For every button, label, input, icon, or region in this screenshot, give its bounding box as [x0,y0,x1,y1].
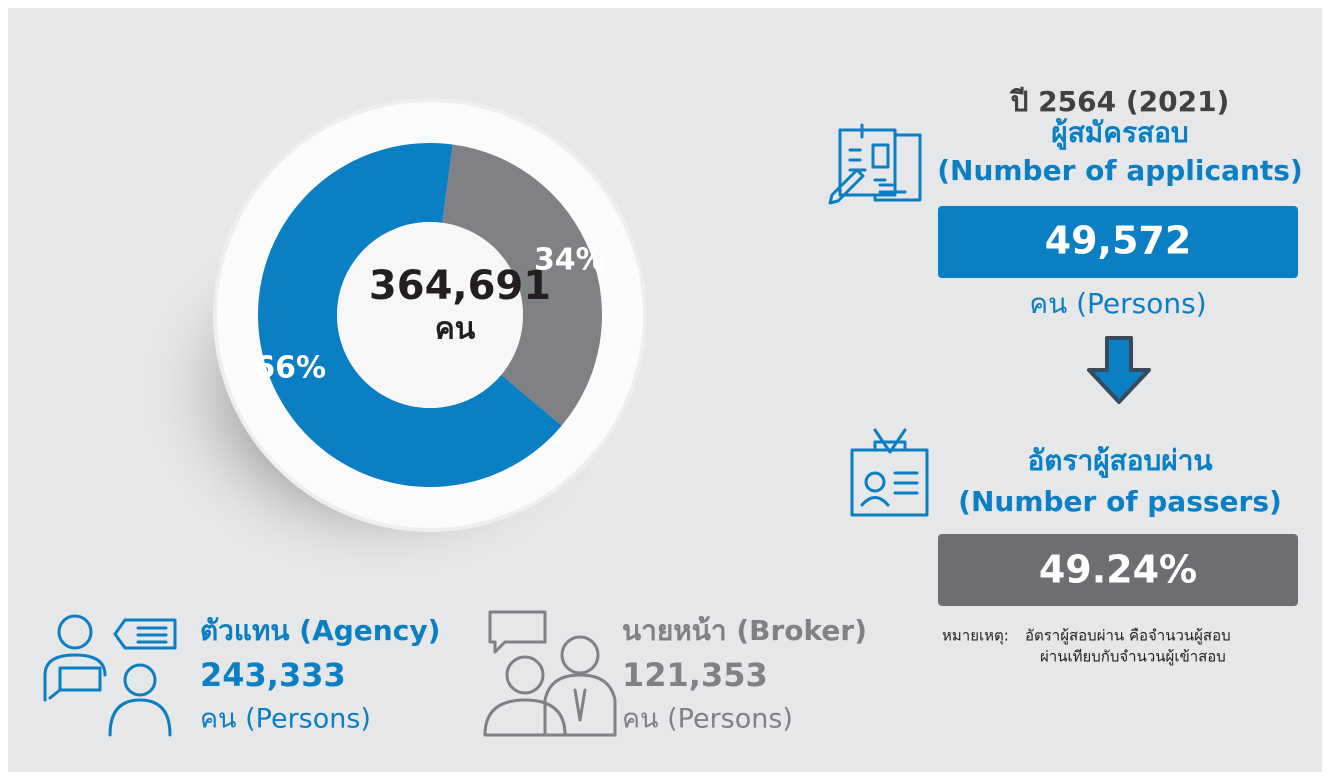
legend-total: 243,333 [200,656,346,694]
donut-slice [442,144,603,426]
arrow-down [1087,336,1151,404]
agency-icon [43,614,177,737]
applicants-subtitle: (Number of applicants) [937,154,1303,187]
passers-box [938,534,1298,606]
slice-label: 34% [534,242,606,277]
note-label: หมายเหตุ: [942,627,1009,646]
note-line: ผ่านเทียบกับจำนวนผู้เข้าสอบ [1040,648,1226,666]
legend-unit: คน (Persons) [200,704,371,735]
applicants-title: ผู้สมัครสอบ [1051,116,1188,150]
donut [258,142,603,487]
center-value: 364,691 [369,263,551,309]
applicants-box [938,206,1298,278]
passers-subtitle: (Number of passers) [958,485,1282,518]
passers-title: อัตราผู้สอบผ่าน [1027,444,1212,478]
center-unit: คน [435,312,476,347]
applicant-icon [828,123,922,205]
applicants-value: 49,572 [1045,219,1192,263]
applicants-unit: คน (Persons) [1029,287,1206,320]
year: ปี 2564 (2021) [1009,85,1230,118]
passers-value: 49.24% [1039,548,1197,592]
donut-slice [258,142,562,487]
note-line: อัตราผู้สอบผ่าน คือจำนวนผู้สอบ [1025,627,1231,645]
slice-label: 66% [254,351,326,386]
legend-name: ตัวแทน (Agency) [200,614,440,647]
broker-icon [483,610,617,737]
legend-total: 121,353 [622,656,768,694]
legend-unit: คน (Persons) [622,704,793,735]
legend-name: นายหน้า (Broker) [622,614,867,647]
donut-hole [337,222,523,408]
badge-icon [850,428,929,517]
